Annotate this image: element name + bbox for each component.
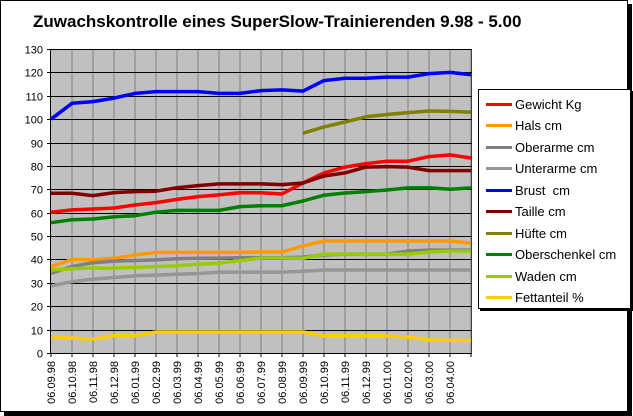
legend-label: Hals cm <box>515 118 562 133</box>
x-tick-label: 06.11.98 <box>88 361 100 403</box>
x-tick-label: 06.08.99 <box>277 361 289 404</box>
x-tick-label: 06.12.98 <box>109 361 121 404</box>
legend-swatch <box>486 145 512 149</box>
legend-label: Oberschenkel cm <box>515 247 617 262</box>
legend-swatch <box>486 102 512 106</box>
legend-label: Taille cm <box>515 204 566 219</box>
y-tick-label: 20 <box>31 302 43 314</box>
x-tick-label: 06.01.99 <box>130 361 142 404</box>
y-tick-label: 70 <box>31 185 43 197</box>
chart-title: Zuwachskontrolle eines SuperSlow-Trainie… <box>33 12 522 31</box>
legend-item: Brust cm <box>479 180 570 200</box>
x-tick-label: 06.06.99 <box>235 361 247 404</box>
x-tick-label: 06.04.99 <box>193 361 205 404</box>
y-tick-label: 130 <box>25 45 43 57</box>
legend-item: Oberschenkel cm <box>479 245 616 265</box>
legend-swatch <box>486 167 512 170</box>
legend-swatch <box>486 296 512 299</box>
y-tick-label: 30 <box>31 279 43 291</box>
y-tick-label: 90 <box>31 139 43 151</box>
legend-item: Hals cm <box>479 116 562 136</box>
y-tick-label: 10 <box>31 326 43 338</box>
legend-label: Brust cm <box>515 182 570 198</box>
legend-swatch <box>486 274 512 278</box>
legend-item: Fettanteil % <box>479 288 584 308</box>
x-tick-label: 06.07.99 <box>256 361 268 404</box>
y-tick-label: 40 <box>31 255 43 267</box>
y-tick-label: 60 <box>31 209 43 221</box>
x-tick-label: 06.10.98 <box>67 361 79 404</box>
x-tick-label: 06.11.99 <box>340 361 352 403</box>
legend-item: Taille cm <box>479 202 566 222</box>
legend-item: Oberarme cm <box>479 137 594 157</box>
legend-swatch <box>486 253 512 256</box>
legend-label: Waden cm <box>515 268 577 284</box>
legend-label: Oberarme cm <box>515 139 595 155</box>
x-tick-label: 06.03.99 <box>172 361 184 404</box>
y-tick-label: 50 <box>31 232 43 244</box>
plot-right-border <box>471 49 472 353</box>
legend-item: Hüfte cm <box>479 223 567 243</box>
legend-swatch <box>486 188 512 192</box>
y-tick-label: 0 <box>37 349 43 361</box>
x-tick-label: 06.01.00 <box>382 361 394 404</box>
x-tick-label: 06.12.99 <box>361 361 373 404</box>
x-tick-label: 06.09.98 <box>46 361 58 404</box>
legend-swatch <box>486 210 512 213</box>
y-tick-label: 80 <box>31 162 43 174</box>
legend-item: Gewicht Kg <box>479 94 581 114</box>
legend-label: Unterarme cm <box>515 161 598 176</box>
x-tick-label: 06.09.99 <box>298 361 310 404</box>
legend-item: Unterarme cm <box>479 159 597 179</box>
legend-label: Hüfte cm <box>515 225 568 241</box>
legend-item: Waden cm <box>479 266 577 286</box>
legend-swatch <box>486 124 512 127</box>
legend-label: Fettanteil % <box>515 290 584 305</box>
y-tick-label: 100 <box>25 115 43 127</box>
y-tick-label: 120 <box>25 68 43 80</box>
legend: Gewicht Kg Hals cm Oberarme cm Unterarme cm… <box>478 89 631 309</box>
x-tick-label: 06.10.99 <box>319 361 331 404</box>
x-tick-label: 06.03.00 <box>424 361 436 404</box>
legend-label: Gewicht Kg <box>515 96 582 112</box>
x-tick-label: 06.04.00 <box>445 361 457 404</box>
y-tick-label: 110 <box>25 92 43 104</box>
x-tick-label: 06.05.99 <box>214 361 226 404</box>
x-tick-label: 06.02.00 <box>403 361 415 404</box>
legend-swatch <box>486 231 512 235</box>
x-tick-label: 06.02.99 <box>151 361 163 404</box>
